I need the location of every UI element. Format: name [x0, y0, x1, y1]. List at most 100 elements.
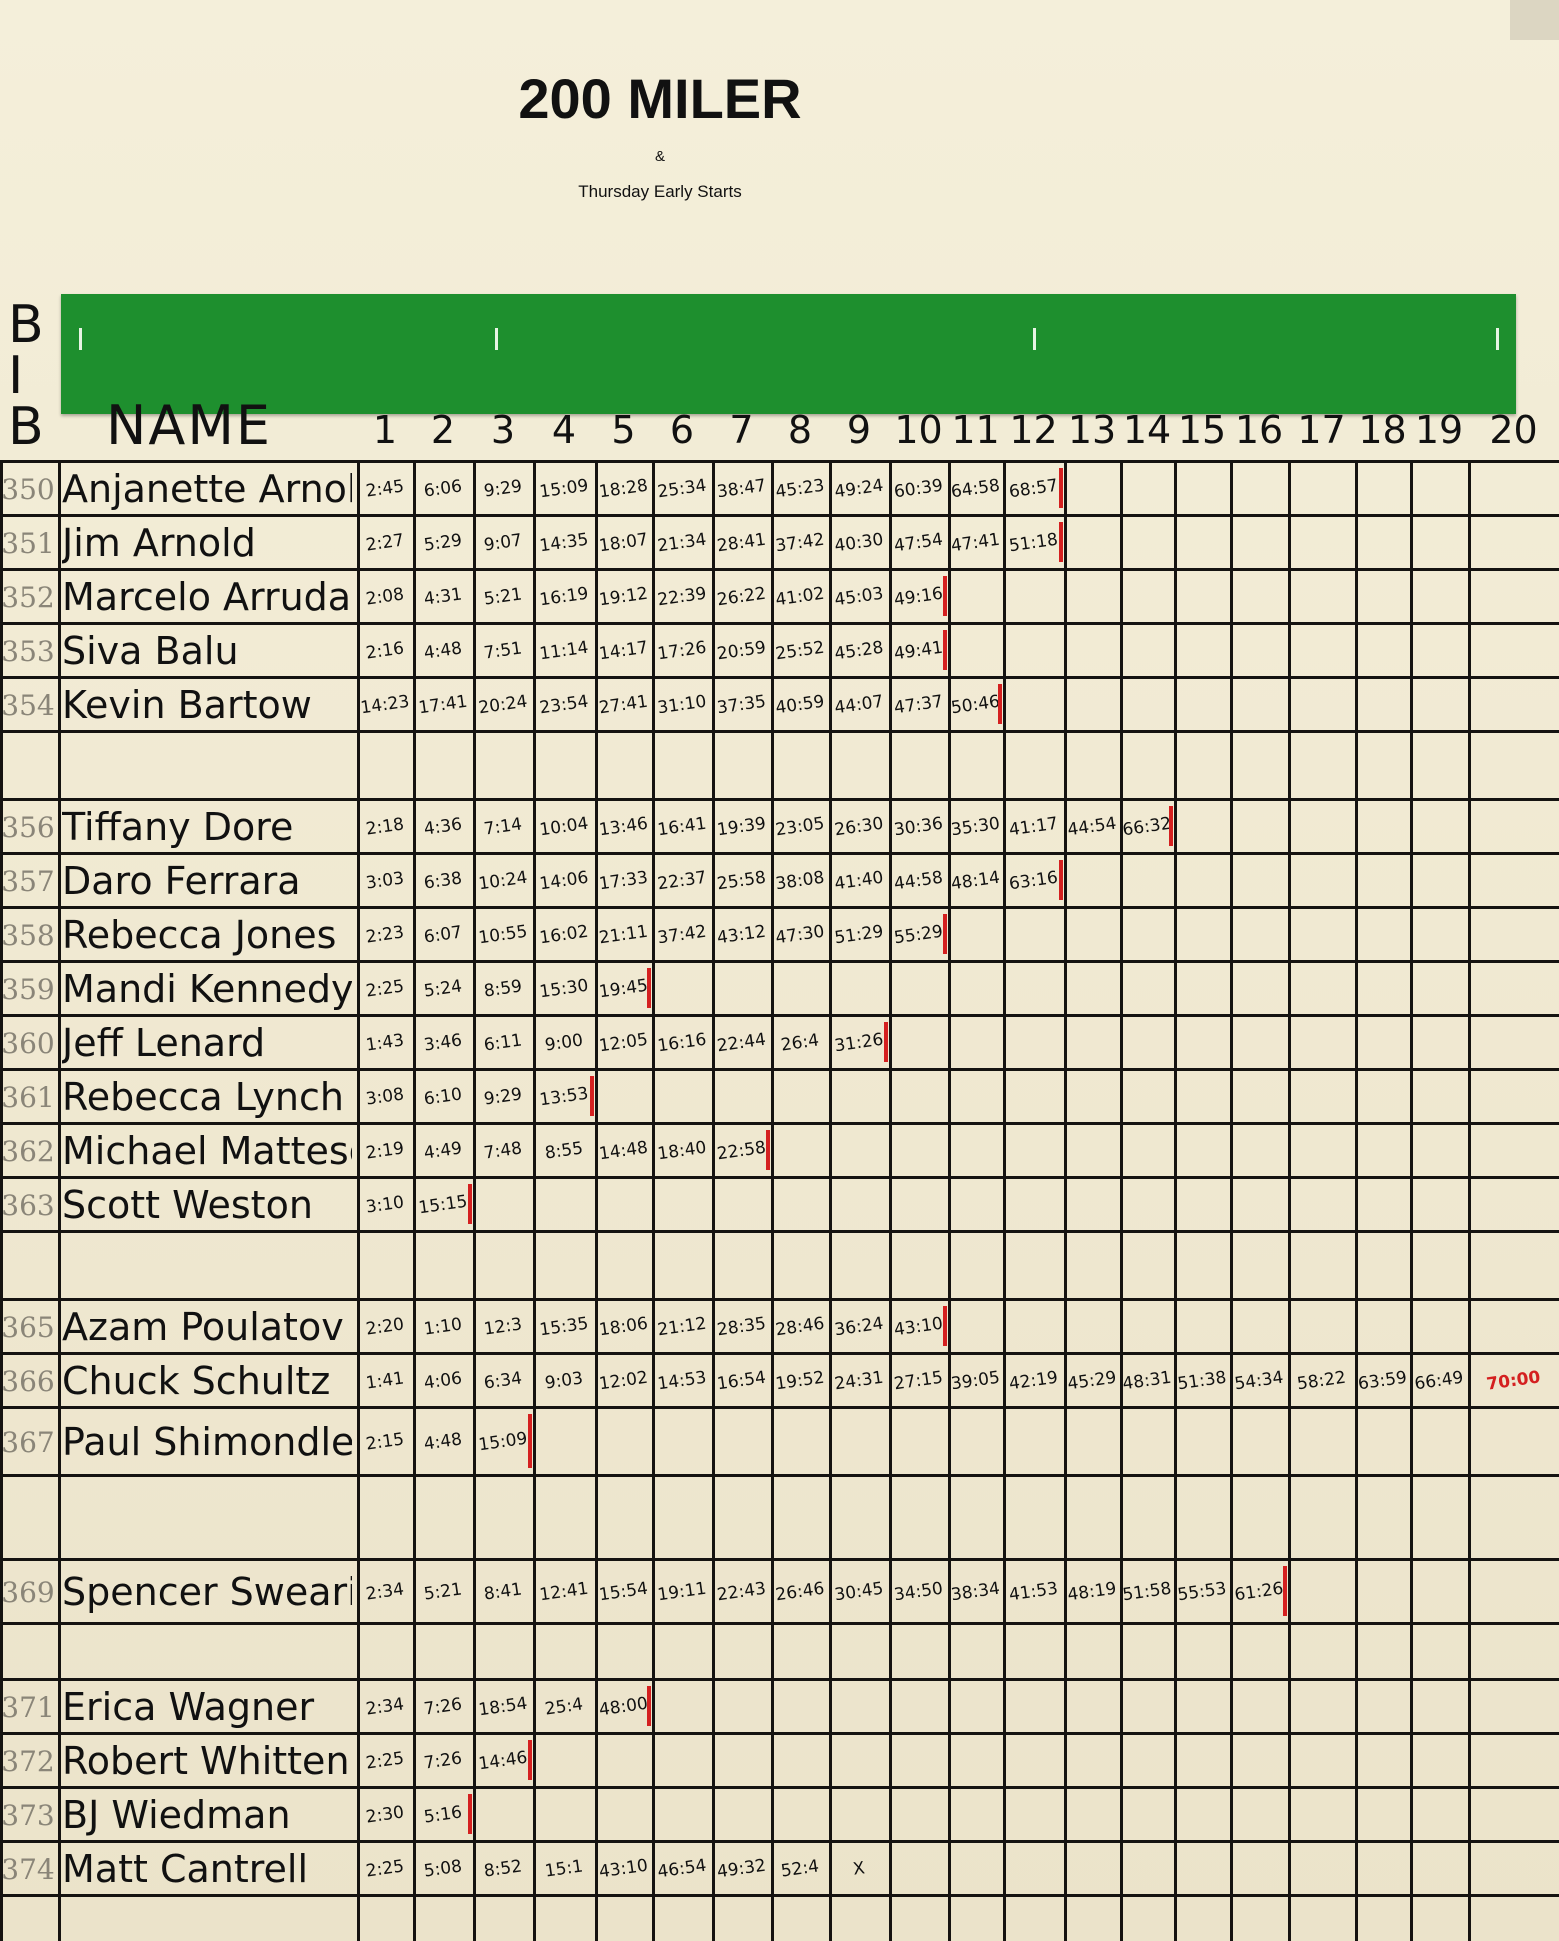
tape-tick: [495, 328, 498, 350]
bib-number: 362: [1, 1134, 55, 1168]
split-time: 9:29: [482, 476, 524, 502]
split-time: 6:10: [422, 1084, 464, 1110]
split-time: 4:06: [422, 1368, 464, 1394]
drop-marker: [468, 1794, 472, 1834]
split-time: 43:10: [597, 1855, 650, 1883]
runner-name: Azam Poulatov: [62, 1305, 344, 1349]
runner-row: 374 Matt Cantrell 2:25 5:08 8:52 15:1 43:10 46:…: [0, 1842, 1559, 1896]
grid-hline: [0, 1894, 1559, 1897]
split-time: 37:42: [656, 921, 708, 949]
bib-number: 361: [1, 1080, 55, 1114]
grid-vline: [771, 462, 774, 1941]
split-time: 4:49: [422, 1138, 464, 1164]
grid-hline: [0, 568, 1559, 571]
grid-vline: [1120, 462, 1123, 1941]
bib-number: 354: [1, 688, 55, 722]
grid-hline: [0, 1122, 1559, 1125]
grid-hline: [0, 1678, 1559, 1681]
split-time: 55:53: [1176, 1578, 1228, 1606]
split-time: 68:57: [1007, 475, 1060, 503]
split-time: 9:00: [543, 1030, 585, 1056]
split-time: 70:00: [1485, 1367, 1542, 1395]
split-time: 22:37: [656, 867, 708, 895]
grid-hline: [0, 798, 1559, 801]
split-time: 16:54: [715, 1367, 768, 1395]
name-column-header: NAME: [106, 394, 273, 457]
runner-name: Daro Ferrara: [62, 859, 301, 903]
runner-name: Mandi Kennedy: [62, 967, 352, 1011]
column-header-19: 19: [1414, 408, 1464, 452]
split-time: 2:16: [364, 638, 406, 664]
split-time: 30:45: [833, 1578, 885, 1606]
bib-number: 353: [1, 634, 55, 668]
drop-marker: [943, 1306, 947, 1346]
grid-vline: [357, 462, 360, 1941]
split-time: 15:54: [597, 1578, 650, 1606]
split-time: 28:46: [774, 1313, 826, 1341]
grid-hline: [0, 1176, 1559, 1179]
grid-hline: [0, 1068, 1559, 1071]
grid-vline: [1064, 462, 1067, 1941]
split-time: 44:54: [1066, 813, 1118, 841]
runner-row: 357 Daro Ferrara 3:03 6:38 10:24 14:06 17:33 22…: [0, 854, 1559, 908]
title-ampersand: &: [654, 148, 665, 165]
split-time: 7:48: [482, 1138, 524, 1164]
grid-vline: [1355, 462, 1358, 1941]
split-time: 41:53: [1007, 1578, 1060, 1606]
split-time: 40:30: [833, 529, 885, 557]
split-time: 1:10: [422, 1314, 464, 1340]
split-time: 25:52: [774, 637, 826, 665]
bib-number: 363: [1, 1188, 55, 1222]
column-header-5: 5: [611, 408, 636, 452]
split-time: 28:35: [715, 1313, 768, 1341]
bib-number: 351: [1, 526, 55, 560]
split-time: 4:36: [422, 814, 464, 840]
split-time: 19:45: [597, 975, 650, 1003]
runner-row: 351 Jim Arnold 2:27 5:29 9:07 14:35 18:07 21:34…: [0, 516, 1559, 570]
drop-marker: [647, 968, 651, 1008]
drop-marker: [590, 1076, 594, 1116]
split-time: 18:06: [597, 1313, 650, 1341]
grid-hline: [0, 1352, 1559, 1355]
grid-vline: [1003, 462, 1006, 1941]
grid-hline: [0, 960, 1559, 963]
runner-row: 359 Mandi Kennedy 2:25 5:24 8:59 15:30 19:45: [0, 962, 1559, 1016]
split-time: 45:29: [1066, 1367, 1118, 1395]
runner-name: Kevin Bartow: [62, 683, 312, 727]
split-time: 3:10: [364, 1192, 406, 1218]
split-time: 47:41: [949, 529, 1002, 557]
runner-name: Paul Shimondle: [62, 1420, 352, 1464]
grid-vline: [1288, 462, 1291, 1941]
split-time: 22:43: [715, 1578, 768, 1606]
split-time: 51:58: [1121, 1578, 1173, 1606]
runner-row: [0, 1624, 1559, 1680]
split-time: 25:58: [715, 867, 768, 895]
split-time: 2:45: [364, 476, 406, 502]
split-time: 31:10: [656, 691, 708, 719]
split-time: 25:34: [656, 475, 708, 503]
split-time: 26:46: [774, 1578, 826, 1606]
split-time: 2:08: [364, 584, 406, 610]
split-time: 14:35: [538, 529, 590, 557]
drop-marker: [998, 684, 1002, 724]
column-header-10: 10: [894, 408, 943, 452]
split-time: 21:11: [597, 921, 650, 949]
bib-letter: I: [8, 346, 24, 406]
grid-hline: [0, 622, 1559, 625]
column-header-11: 11: [951, 408, 1000, 452]
split-time: 63:59: [1356, 1367, 1409, 1395]
split-time: 35:30: [949, 813, 1002, 841]
bib-number: 358: [1, 918, 55, 952]
split-time: 6:11: [482, 1030, 524, 1056]
grid-vline: [58, 462, 61, 1941]
runner-row: 356 Tiffany Dore 2:18 4:36 7:14 10:04 13:46 16:…: [0, 800, 1559, 854]
split-time: 13:46: [597, 813, 650, 841]
grid-hline: [0, 460, 1559, 463]
column-header-9: 9: [846, 408, 872, 452]
bib-number: [0, 732, 56, 800]
split-time: 15:1: [543, 1856, 585, 1882]
drop-marker: [1283, 1566, 1287, 1616]
split-time: 41:40: [833, 867, 885, 895]
split-time: 36:24: [833, 1313, 885, 1341]
